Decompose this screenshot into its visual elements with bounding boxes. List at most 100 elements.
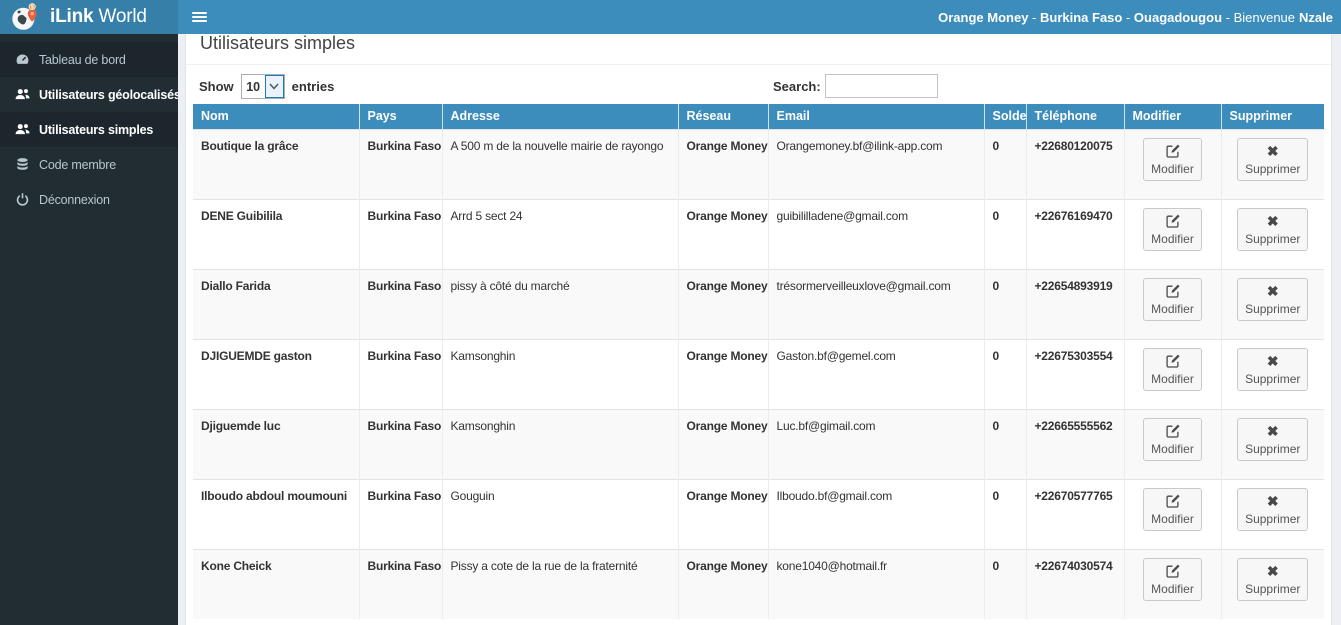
database-icon <box>17 158 28 170</box>
table-row: DENE Guibilila Burkina Faso Arrd 5 sect … <box>193 198 1324 269</box>
supprimer-button[interactable]: ✖ Supprimer <box>1237 487 1309 531</box>
cell-telephone: +22680120075 <box>1025 128 1124 199</box>
column-header-pays[interactable]: Pays <box>358 104 442 129</box>
sidebar-toggle-icon[interactable] <box>178 0 220 34</box>
supprimer-button[interactable]: ✖ Supprimer <box>1237 207 1309 251</box>
pencil-square-icon <box>1165 143 1181 160</box>
modifier-button[interactable]: Modifier <box>1143 137 1202 181</box>
table-row: Kone Cheick Burkina Faso Pissy a cote de… <box>193 548 1324 619</box>
column-header-email[interactable]: Email <box>767 104 984 129</box>
pencil-square-icon <box>1165 283 1181 300</box>
column-header-supprimer[interactable]: Supprimer <box>1220 104 1324 129</box>
cell-pays: Burkina Faso <box>358 198 442 269</box>
sidebar: Tableau de bord Utilisateurs géolocalisé… <box>0 34 178 625</box>
globe-pin-logo-icon: $ <box>12 3 37 30</box>
tachometer-icon <box>16 54 29 64</box>
supprimer-button-label: Supprimer <box>1245 161 1301 176</box>
sidebar-item-tableau-de-bord[interactable]: Tableau de bord <box>0 42 178 77</box>
column-header-modifier[interactable]: Modifier <box>1123 104 1221 129</box>
sidebar-item-label: Utilisateurs géolocalisés <box>39 87 178 102</box>
sidebar-item-utilisateurs-simples[interactable]: Utilisateurs simples <box>0 112 178 147</box>
modifier-button-label: Modifier <box>1151 511 1194 526</box>
sidebar-item-label: Utilisateurs simples <box>39 122 154 137</box>
cell-solde: 0 <box>983 478 1026 549</box>
supprimer-button-label: Supprimer <box>1245 511 1301 526</box>
cell-email: trésormerveilleuxlove@gmail.com <box>767 268 984 339</box>
table-body: Boutique la grâce Burkina Faso A 500 m d… <box>193 128 1324 619</box>
column-header-adresse[interactable]: Adresse <box>441 104 678 129</box>
search-input[interactable] <box>824 74 938 98</box>
cell-pays: Burkina Faso <box>358 338 442 409</box>
modifier-button[interactable]: Modifier <box>1143 277 1202 321</box>
supprimer-button[interactable]: ✖ Supprimer <box>1237 347 1309 391</box>
column-header-reseau[interactable]: Réseau <box>677 104 768 129</box>
cell-reseau: Orange Money <box>677 198 768 269</box>
sidebar-item-label: Tableau de bord <box>39 52 126 67</box>
close-icon: ✖ <box>1266 493 1279 509</box>
modifier-button[interactable]: Modifier <box>1143 417 1202 461</box>
cell-solde: 0 <box>983 408 1026 479</box>
close-icon: ✖ <box>1266 423 1279 439</box>
box-header: Utilisateurs simples <box>186 24 1331 65</box>
box-body: Show 10 entries Search: <box>186 65 1331 619</box>
cell-reseau: Orange Money <box>677 408 768 479</box>
supprimer-button[interactable]: ✖ Supprimer <box>1237 417 1309 461</box>
cell-modifier: Modifier <box>1123 478 1221 549</box>
modifier-button-label: Modifier <box>1151 161 1194 176</box>
page-size-value: 10 <box>246 79 261 94</box>
sidebar-item-code-membre[interactable]: Code membre <box>0 147 178 182</box>
modifier-button[interactable]: Modifier <box>1143 487 1202 531</box>
cell-adresse: pissy à côté du marché <box>441 268 678 339</box>
supprimer-button[interactable]: ✖ Supprimer <box>1237 557 1309 601</box>
cell-supprimer: ✖ Supprimer <box>1220 198 1324 269</box>
cell-nom: DENE Guibilila <box>193 198 359 269</box>
cell-email: Ilboudo.bf@gmail.com <box>767 478 984 549</box>
modifier-button[interactable]: Modifier <box>1143 207 1202 251</box>
sidebar-item-deconnexion[interactable]: Déconnexion <box>0 182 178 217</box>
column-header-telephone[interactable]: Téléphone <box>1025 104 1124 129</box>
top-bar: $ iLink World Orange Money - Burkina Fas… <box>0 0 1341 34</box>
pencil-square-icon <box>1165 563 1181 580</box>
modifier-button[interactable]: Modifier <box>1143 557 1202 601</box>
cell-adresse: Gouguin <box>441 478 678 549</box>
cell-modifier: Modifier <box>1123 128 1221 199</box>
cell-reseau: Orange Money <box>677 548 768 619</box>
welcome-text: Orange Money - Burkina Faso - Ouagadougo… <box>938 9 1333 25</box>
modifier-button-label: Modifier <box>1151 371 1194 386</box>
modifier-button-label: Modifier <box>1151 231 1194 246</box>
cell-nom: Djiguemde luc <box>193 408 359 479</box>
cell-modifier: Modifier <box>1123 548 1221 619</box>
cell-solde: 0 <box>983 548 1026 619</box>
column-header-nom[interactable]: Nom <box>193 104 359 129</box>
cell-email: Orangemoney.bf@ilink-app.com <box>767 128 984 199</box>
sidebar-item-label: Déconnexion <box>39 192 110 207</box>
page-size-select[interactable]: 10 <box>240 74 285 99</box>
supprimer-button-label: Supprimer <box>1245 301 1301 316</box>
cell-email: kone1040@hotmail.fr <box>767 548 984 619</box>
brand[interactable]: $ iLink World <box>0 0 178 34</box>
pencil-square-icon <box>1165 423 1181 440</box>
table-row: Diallo Farida Burkina Faso pissy à côté … <box>193 268 1324 339</box>
supprimer-button[interactable]: ✖ Supprimer <box>1237 277 1309 321</box>
sidebar-item-utilisateurs-geolocalises[interactable]: Utilisateurs géolocalisés <box>0 77 178 112</box>
supprimer-button-label: Supprimer <box>1245 371 1301 386</box>
column-header-solde[interactable]: Solde <box>983 104 1027 129</box>
close-icon: ✖ <box>1266 353 1279 369</box>
pencil-square-icon <box>1165 213 1181 230</box>
cell-telephone: +22676169470 <box>1025 198 1124 269</box>
supprimer-button[interactable]: ✖ Supprimer <box>1237 137 1309 181</box>
sidebar-item-label: Code membre <box>39 157 116 172</box>
cell-supprimer: ✖ Supprimer <box>1220 268 1324 339</box>
cell-nom: Diallo Farida <box>193 268 359 339</box>
main-content: Utilisateurs simples Show 10 entries Sea… <box>178 0 1341 625</box>
cell-pays: Burkina Faso <box>358 408 442 479</box>
cell-solde: 0 <box>983 268 1026 339</box>
cell-supprimer: ✖ Supprimer <box>1220 478 1324 549</box>
cell-pays: Burkina Faso <box>358 548 442 619</box>
modifier-button[interactable]: Modifier <box>1143 347 1202 391</box>
cell-supprimer: ✖ Supprimer <box>1220 338 1324 409</box>
show-label: Show <box>199 79 234 94</box>
cell-supprimer: ✖ Supprimer <box>1220 548 1324 619</box>
close-icon: ✖ <box>1266 143 1279 159</box>
svg-text:$: $ <box>31 5 34 11</box>
